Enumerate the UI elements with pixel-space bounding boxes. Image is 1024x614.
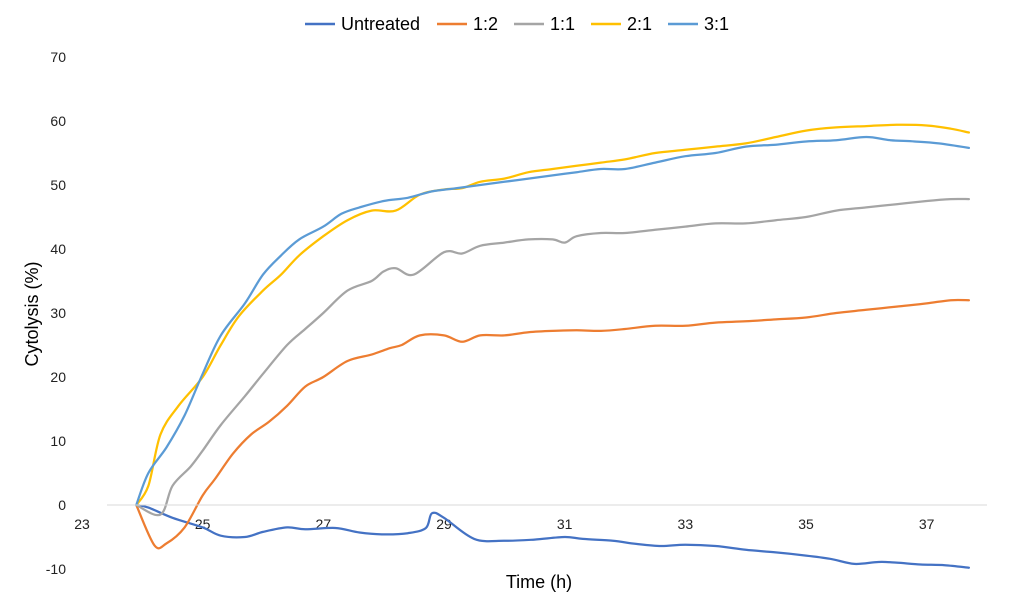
legend-label: 1:1 bbox=[550, 14, 575, 34]
legend: Untreated 1:2 1:1 2:1 3:1 bbox=[305, 14, 729, 34]
y-tick-label: -10 bbox=[46, 561, 66, 577]
x-tick-label: 35 bbox=[798, 516, 814, 532]
x-tick-label: 33 bbox=[678, 516, 694, 532]
y-tick-label: 50 bbox=[50, 177, 66, 193]
x-axis-ticks: 23 25 27 29 31 33 35 37 bbox=[74, 516, 934, 532]
series-line-1-to-1 bbox=[135, 197, 971, 517]
x-tick-label: 23 bbox=[74, 516, 90, 532]
legend-label: 2:1 bbox=[627, 14, 652, 34]
legend-label: 1:2 bbox=[473, 14, 498, 34]
series-line-1-to-2 bbox=[135, 298, 971, 550]
y-axis-ticks: -10 0 10 20 30 40 50 60 70 bbox=[46, 49, 66, 577]
y-tick-label: 20 bbox=[50, 369, 66, 385]
y-tick-label: 30 bbox=[50, 305, 66, 321]
x-tick-label: 37 bbox=[919, 516, 935, 532]
y-tick-label: 0 bbox=[58, 497, 66, 513]
legend-label: Untreated bbox=[341, 14, 420, 34]
y-tick-label: 10 bbox=[50, 433, 66, 449]
y-tick-label: 40 bbox=[50, 241, 66, 257]
series-line-2-to-1 bbox=[135, 123, 971, 507]
x-axis-title: Time (h) bbox=[506, 572, 572, 592]
legend-label: 3:1 bbox=[704, 14, 729, 34]
y-axis-title: Cytolysis (%) bbox=[22, 261, 42, 366]
series-line-3-to-1 bbox=[135, 135, 971, 507]
series-lines bbox=[135, 123, 971, 569]
y-tick-label: 70 bbox=[50, 49, 66, 65]
x-tick-label: 31 bbox=[557, 516, 573, 532]
y-tick-label: 60 bbox=[50, 113, 66, 129]
series-line-untreated bbox=[135, 503, 971, 569]
